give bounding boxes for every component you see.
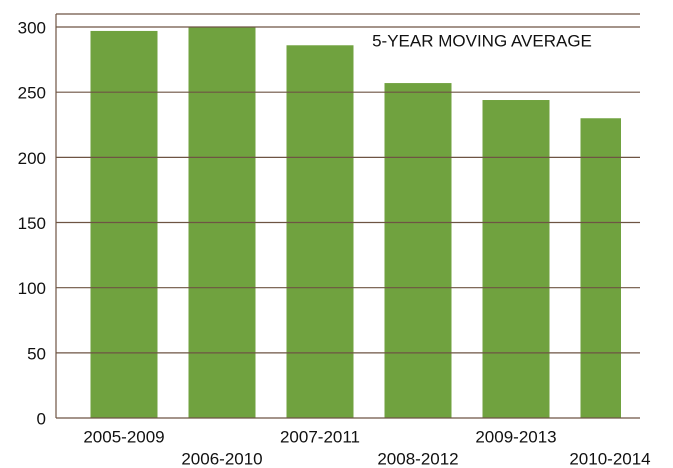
- bar: [384, 83, 452, 418]
- bar: [482, 100, 550, 418]
- x-tick-label: 2006-2010: [181, 449, 262, 468]
- x-tick-label: 2005-2009: [83, 427, 164, 446]
- y-tick-label: 250: [18, 84, 46, 103]
- y-tick-label: 50: [27, 344, 46, 363]
- bar: [286, 45, 354, 419]
- x-tick-label: 2010-2014: [569, 449, 650, 468]
- y-tick-label: 0: [37, 409, 46, 428]
- y-tick-label: 100: [18, 279, 46, 298]
- x-tick-label: 2009-2013: [475, 427, 556, 446]
- y-tick-label: 150: [18, 214, 46, 233]
- bar: [580, 118, 621, 419]
- annotation: 5-YEAR MOVING AVERAGE: [372, 31, 592, 50]
- y-tick-label: 200: [18, 149, 46, 168]
- x-tick-label: 2008-2012: [377, 449, 458, 468]
- x-tick-label: 2007-2011: [280, 427, 360, 446]
- y-tick-label: 300: [18, 19, 46, 38]
- bar: [90, 30, 158, 419]
